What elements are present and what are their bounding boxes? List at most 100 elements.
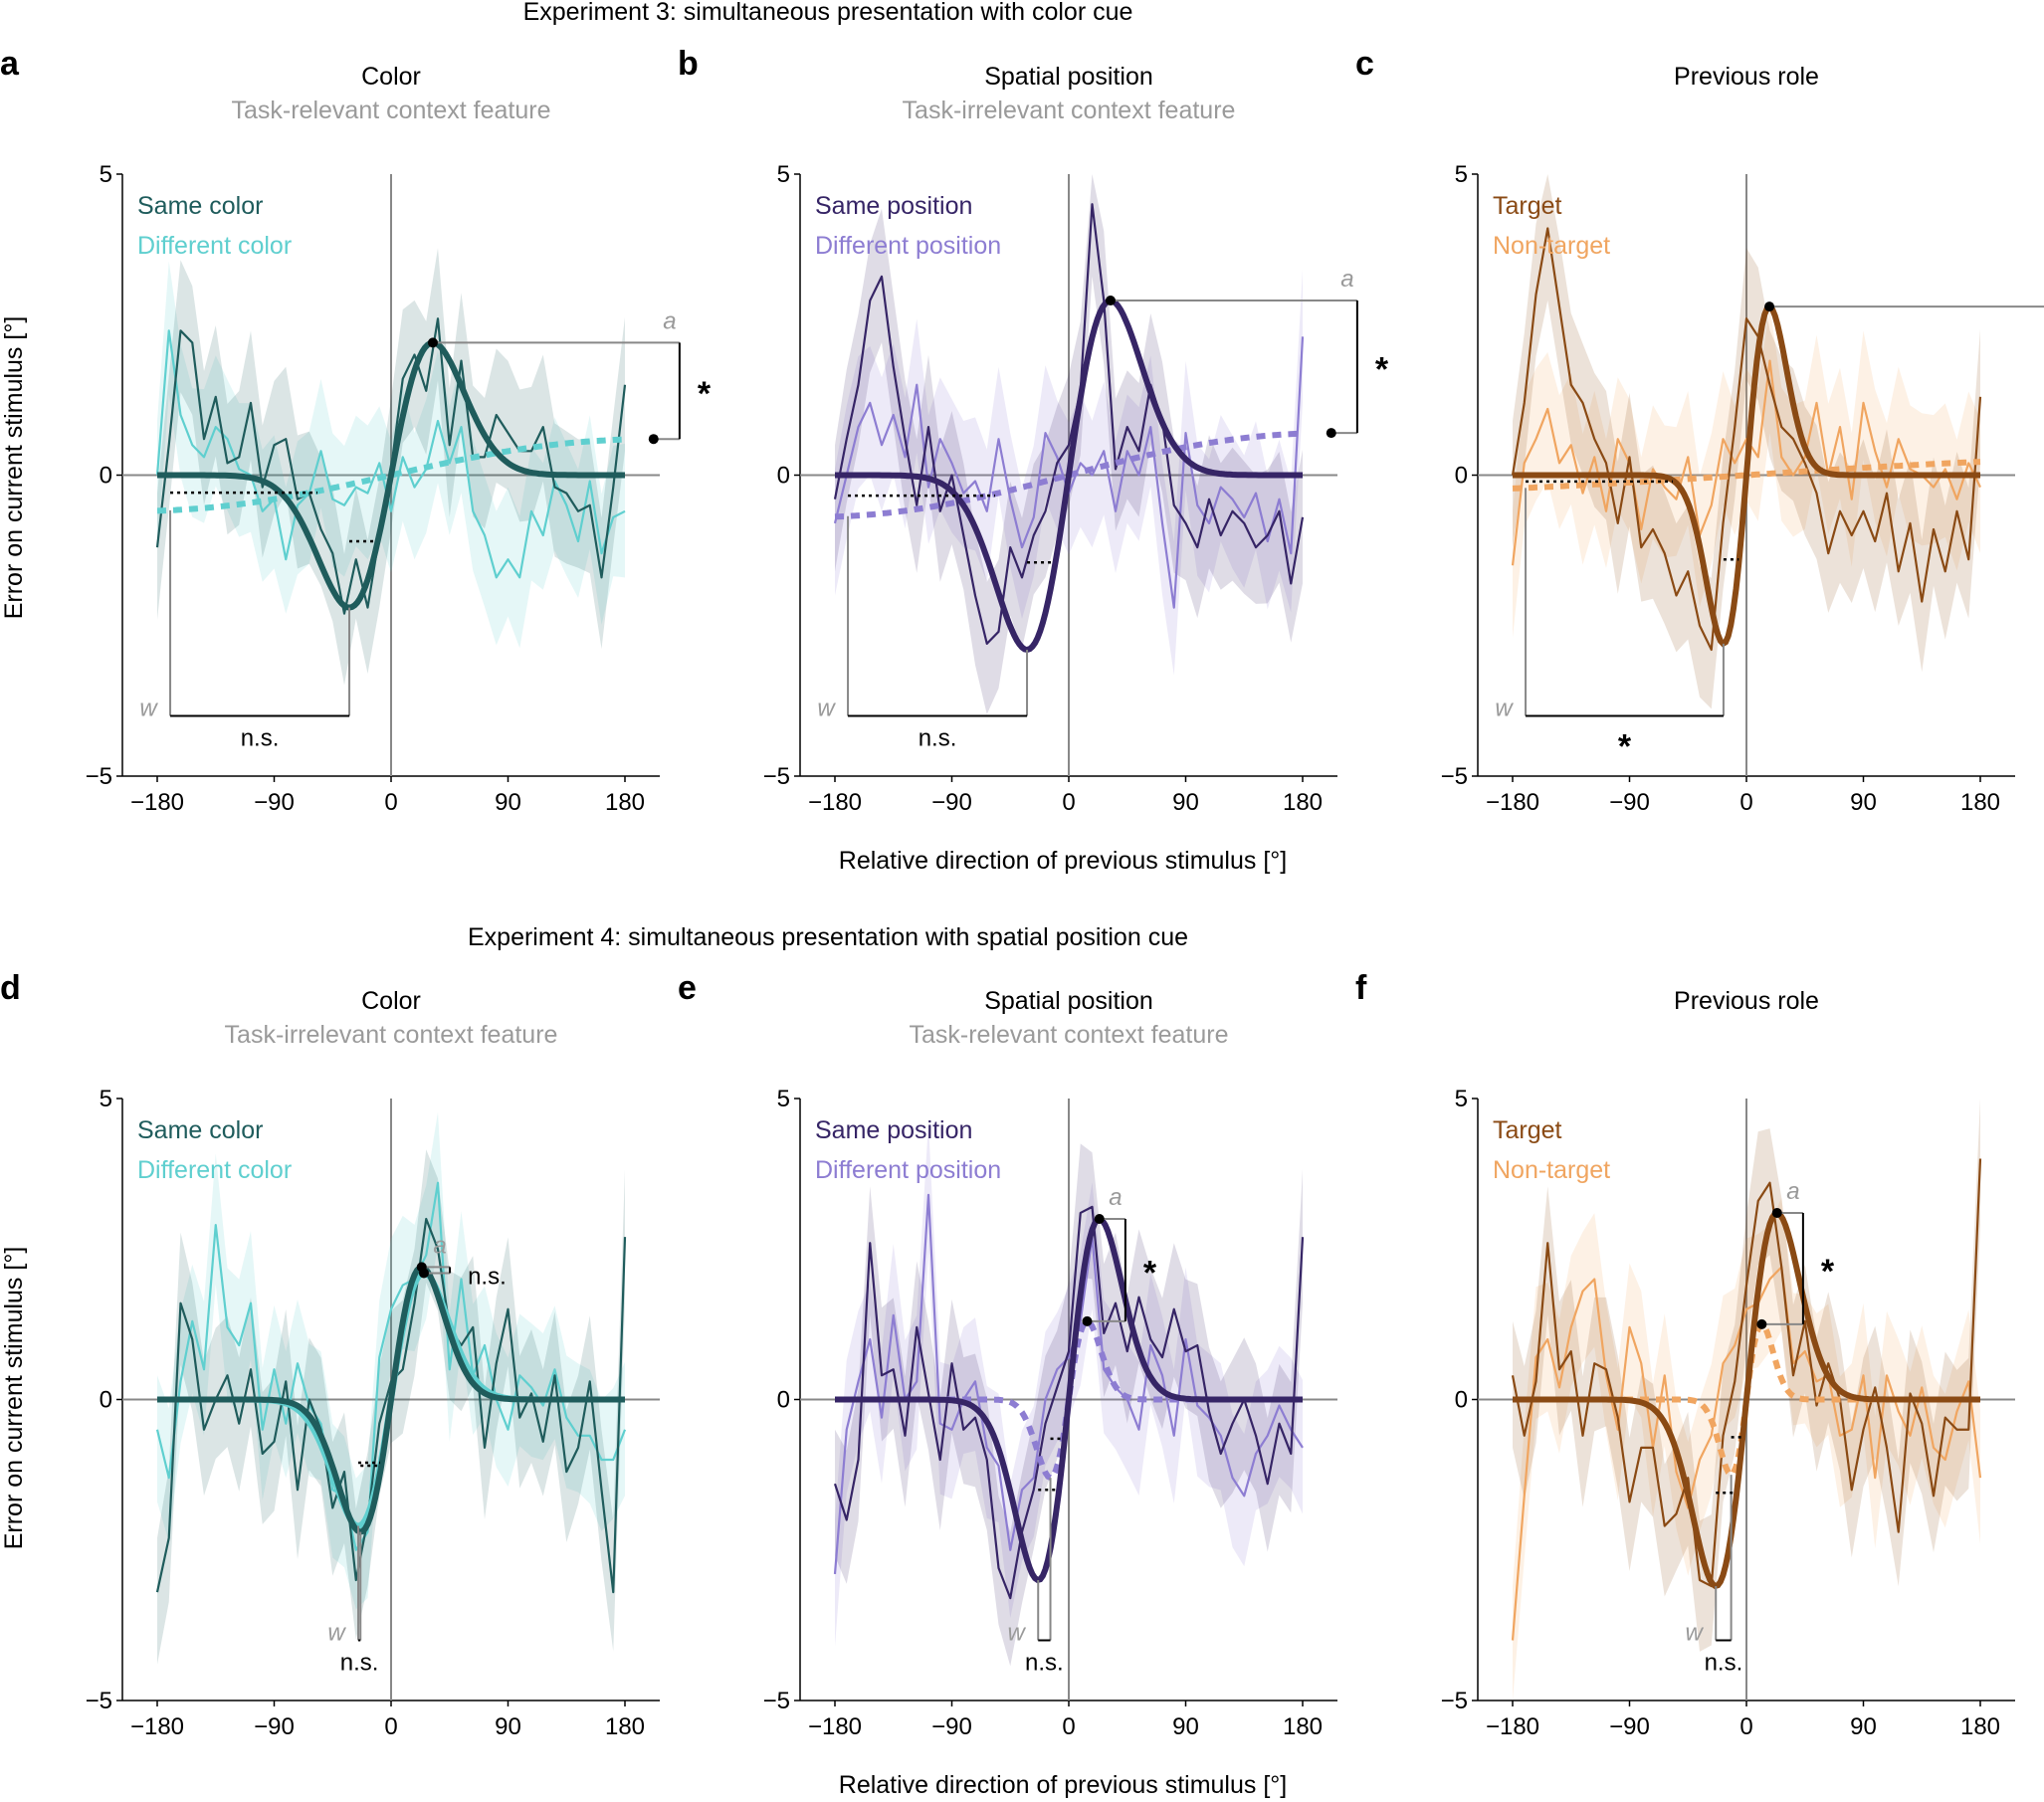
x-tick-label: 180 (1283, 789, 1323, 816)
experiment4-title: Experiment 4: simultaneous presentation … (468, 923, 1188, 951)
x-tick-label: 0 (1739, 789, 1752, 816)
y-tick-label: −5 (1441, 763, 1468, 790)
panel-title: Spatial position (984, 987, 1153, 1015)
fit-curve-primary (1513, 1209, 1980, 1590)
amplitude-significance: * (1143, 1254, 1157, 1292)
legend-entry-primary: Same color (137, 192, 263, 220)
legend-entry-secondary: Different position (815, 232, 1001, 260)
legend-entry-secondary: Different color (137, 232, 292, 260)
peak-marker (648, 434, 659, 445)
error-band-secondary (157, 261, 625, 649)
panel-label: c (1355, 45, 1374, 83)
y-tick-label: −5 (86, 1688, 112, 1714)
y-tick-label: −5 (86, 763, 112, 790)
y-tick-label: −5 (763, 1688, 790, 1714)
y-tick-label: 5 (1455, 161, 1468, 188)
x-tick-label: −180 (130, 789, 184, 816)
legend-entry-primary: Same color (137, 1116, 263, 1144)
panel-title: Previous role (1674, 987, 1819, 1015)
panel-subtitle: Task-relevant context feature (910, 1021, 1229, 1049)
panel-title: Spatial position (984, 63, 1153, 91)
data-line-secondary (155, 1181, 627, 1551)
y-tick-label: −5 (1441, 1688, 1468, 1714)
width-label: w (1686, 1620, 1705, 1647)
x-tick-label: 0 (1062, 789, 1075, 816)
data-line-primary (833, 1205, 1305, 1600)
x-tick-label: −180 (808, 1713, 862, 1740)
peak-marker (1764, 301, 1775, 312)
width-label: w (327, 1620, 346, 1647)
x-tick-label: 90 (1850, 789, 1877, 816)
panel-label: b (678, 45, 699, 83)
y-tick-label: 5 (100, 161, 112, 188)
peak-marker (1105, 296, 1116, 306)
y-tick-label: 0 (1455, 1387, 1468, 1414)
x-tick-label: 180 (1960, 789, 2000, 816)
x-tick-label: −90 (254, 1713, 295, 1740)
error-band-secondary (157, 1111, 625, 1610)
width-label: w (817, 696, 836, 722)
fit-curve-secondary (1512, 459, 1981, 492)
data-line-primary (833, 203, 1305, 646)
y-tick-label: 5 (100, 1086, 112, 1112)
legend-entry-secondary: Different position (815, 1156, 1001, 1184)
legend-entry-secondary: Non-target (1493, 232, 1610, 260)
amplitude-label: a (663, 307, 676, 334)
panel-f: f Previous role −180 −90 0 90 180 −5 0 5 a * wn.s. Ta… (1355, 969, 2015, 1740)
peak-marker (1094, 1214, 1105, 1224)
y-axis-label-bottom: Error on current stimulus [°] (0, 1247, 28, 1550)
x-tick-label: −90 (1609, 789, 1650, 816)
legend-entry-primary: Target (1493, 192, 1562, 220)
amplitude-significance: * (698, 375, 712, 413)
peak-marker (1082, 1315, 1093, 1326)
width-label: w (139, 696, 158, 722)
peak-marker (418, 1268, 429, 1279)
panel-title: Previous role (1674, 63, 1819, 91)
panel-title: Color (361, 987, 421, 1015)
x-tick-label: 0 (1739, 1713, 1752, 1740)
data-line-secondary (833, 1193, 1304, 1575)
x-tick-label: 90 (495, 1713, 521, 1740)
panel-subtitle: Task-irrelevant context feature (903, 97, 1236, 124)
x-tick-label: 90 (1850, 1713, 1877, 1740)
y-tick-label: 0 (777, 1387, 790, 1414)
fit-curve-primary (835, 298, 1303, 653)
fit-curve-primary (835, 1215, 1303, 1584)
x-tick-label: −90 (254, 789, 295, 816)
x-tick-label: 90 (1172, 1713, 1199, 1740)
y-tick-label: 5 (777, 161, 790, 188)
x-tick-label: −90 (1609, 1713, 1650, 1740)
x-tick-label: 180 (1960, 1713, 2000, 1740)
x-tick-label: −90 (931, 789, 972, 816)
panel-label: a (0, 45, 20, 83)
fit-curve-primary (157, 339, 625, 611)
data-line-primary (1511, 227, 1982, 652)
error-band-primary (1513, 1099, 1980, 1652)
width-significance: * (1618, 728, 1632, 766)
error-band-primary (1513, 174, 1980, 709)
width-significance: n.s. (340, 1650, 379, 1677)
panel-subtitle: Task-relevant context feature (232, 97, 551, 124)
data-line-primary (1511, 1158, 1982, 1588)
peak-marker (1326, 428, 1336, 439)
x-tick-label: 90 (1172, 789, 1199, 816)
panel-d: d Color Task-irrelevant context feature −18… (0, 969, 660, 1740)
peak-marker (1771, 1207, 1782, 1218)
error-band-secondary (1513, 1197, 1980, 1701)
panel-label: f (1355, 969, 1367, 1007)
x-tick-label: 180 (605, 1713, 645, 1740)
data-line-secondary (1511, 359, 1981, 566)
panel-subtitle: Task-irrelevant context feature (225, 1021, 558, 1049)
legend-entry-primary: Same position (815, 1116, 972, 1144)
panel-label: e (678, 969, 697, 1007)
legend-entry-primary: Target (1493, 1116, 1562, 1144)
peak-marker (1756, 1318, 1767, 1329)
legend-entry-primary: Same position (815, 192, 972, 220)
x-tick-label: 0 (1062, 1713, 1075, 1740)
peak-marker (427, 337, 438, 348)
fit-curve-primary (1513, 302, 1980, 648)
width-significance: n.s. (1025, 1650, 1064, 1677)
x-tick-label: −180 (808, 789, 862, 816)
